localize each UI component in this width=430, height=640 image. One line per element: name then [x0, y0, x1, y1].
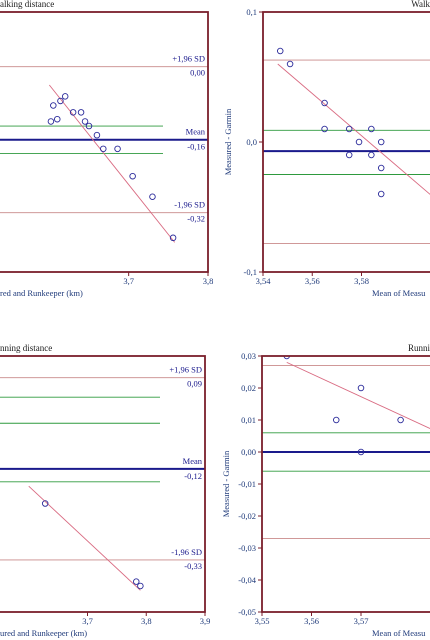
data-point: [77, 109, 85, 116]
panel-running-runkeeper: nning distance 3,7 3,8 3,9 ured and Runkeepe…: [0, 343, 210, 638]
upper-loa-value: 0,00: [190, 68, 205, 78]
data-point: [57, 97, 64, 105]
x-tick-label: 3,56: [305, 276, 320, 286]
mean-value: -0,12: [184, 471, 202, 481]
data-point: [368, 151, 375, 159]
data-point: [129, 172, 136, 180]
y-axis-label: Measured - Garmin: [221, 450, 231, 517]
lower-loa-label: -1,96 SD: [171, 547, 202, 557]
mean-label: Mean: [186, 127, 206, 137]
x-axis-label: Mean of Measu: [372, 288, 426, 298]
regression-line: [277, 63, 430, 195]
y-tick-label: 0,0: [246, 137, 257, 147]
data-point: [137, 582, 144, 590]
data-point: [345, 125, 353, 133]
upper-loa-label: +1,96 SD: [169, 365, 202, 375]
chart-title: nning distance: [0, 343, 52, 353]
x-tick-label: 3,55: [255, 616, 270, 626]
x-tick-label: 3,56: [304, 616, 319, 626]
data-point: [276, 47, 284, 55]
data-point: [377, 138, 385, 146]
x-axis-label: Mean of Measu: [372, 628, 426, 638]
x-tick-label: 3,54: [256, 276, 272, 286]
y-tick-label: 0,03: [241, 351, 256, 361]
data-point: [377, 190, 385, 198]
lower-loa-label: -1,96 SD: [174, 200, 205, 210]
y-tick-label: -0,02: [238, 511, 256, 521]
plot-frame: [262, 11, 430, 273]
data-point: [69, 109, 77, 116]
y-tick-label: 0,01: [241, 415, 256, 425]
x-tick-label: 3,8: [203, 276, 214, 286]
data-point: [321, 125, 328, 133]
upper-loa-label: +1,96 SD: [172, 54, 205, 64]
data-point: [397, 416, 404, 424]
x-tick-label: 3,9: [200, 616, 211, 626]
x-axis-label: ured and Runkeeper (km): [0, 628, 87, 638]
data-point: [345, 151, 353, 159]
x-tick-label: 3,58: [354, 276, 369, 286]
data-point: [333, 416, 340, 424]
data-point: [321, 99, 328, 107]
data-point: [368, 125, 375, 133]
x-axis-label: red and Runkeeper (km): [0, 288, 83, 298]
x-tick-label: 3,7: [123, 276, 134, 286]
data-point: [133, 578, 140, 585]
y-tick-label: 0,1: [246, 7, 257, 17]
plot-frame: [0, 355, 206, 613]
data-point: [100, 145, 107, 153]
lower-loa-value: -0,33: [184, 561, 202, 571]
data-point: [286, 60, 294, 68]
chart-title: Walk: [411, 0, 430, 9]
data-point: [169, 234, 177, 242]
data-point: [50, 102, 57, 109]
chart-title: Runni: [408, 343, 430, 353]
data-point: [355, 138, 363, 146]
regression-line: [48, 84, 176, 243]
plot-area: [0, 66, 208, 243]
x-tick-label: 3,7: [82, 616, 93, 626]
plot-area: [262, 356, 430, 539]
y-tick-label: 0,02: [241, 383, 256, 393]
mean-value: -0,16: [187, 142, 205, 152]
y-tick-label: -0,03: [238, 543, 256, 553]
plot-frame: [261, 355, 430, 613]
mean-label: Mean: [183, 456, 203, 466]
y-tick-label: -0,05: [238, 607, 256, 617]
lower-loa-value: -0,32: [187, 214, 205, 224]
y-tick-label: -0,1: [244, 267, 257, 277]
panel-walking-runkeeper: alking distance 3,7 3,8 red and Runkeeper (…: [0, 0, 213, 298]
plot-frame: [0, 11, 209, 273]
data-point: [357, 448, 365, 456]
plot-area: [263, 47, 430, 244]
x-tick-label: 3,8: [141, 616, 152, 626]
upper-loa-value: 0,09: [187, 379, 202, 389]
regression-line: [28, 485, 141, 591]
data-point: [61, 93, 69, 100]
data-point: [85, 122, 93, 130]
regression-line: [286, 361, 430, 430]
y-axis-label: Measured - Garmin: [223, 108, 233, 175]
data-point: [93, 131, 101, 139]
data-point: [357, 384, 365, 392]
y-tick-label: -0,01: [238, 479, 256, 489]
data-point: [54, 115, 61, 123]
data-point: [377, 164, 385, 172]
data-point: [114, 145, 121, 153]
chart-title: alking distance: [0, 0, 54, 9]
y-tick-label: 0,00: [241, 447, 256, 457]
y-tick-label: -0,04: [238, 575, 256, 585]
data-point: [149, 193, 156, 200]
x-tick-label: 3,57: [354, 616, 369, 626]
data-point: [81, 118, 89, 125]
data-point: [41, 500, 49, 507]
plot-area: [0, 377, 205, 591]
data-point: [47, 118, 55, 125]
